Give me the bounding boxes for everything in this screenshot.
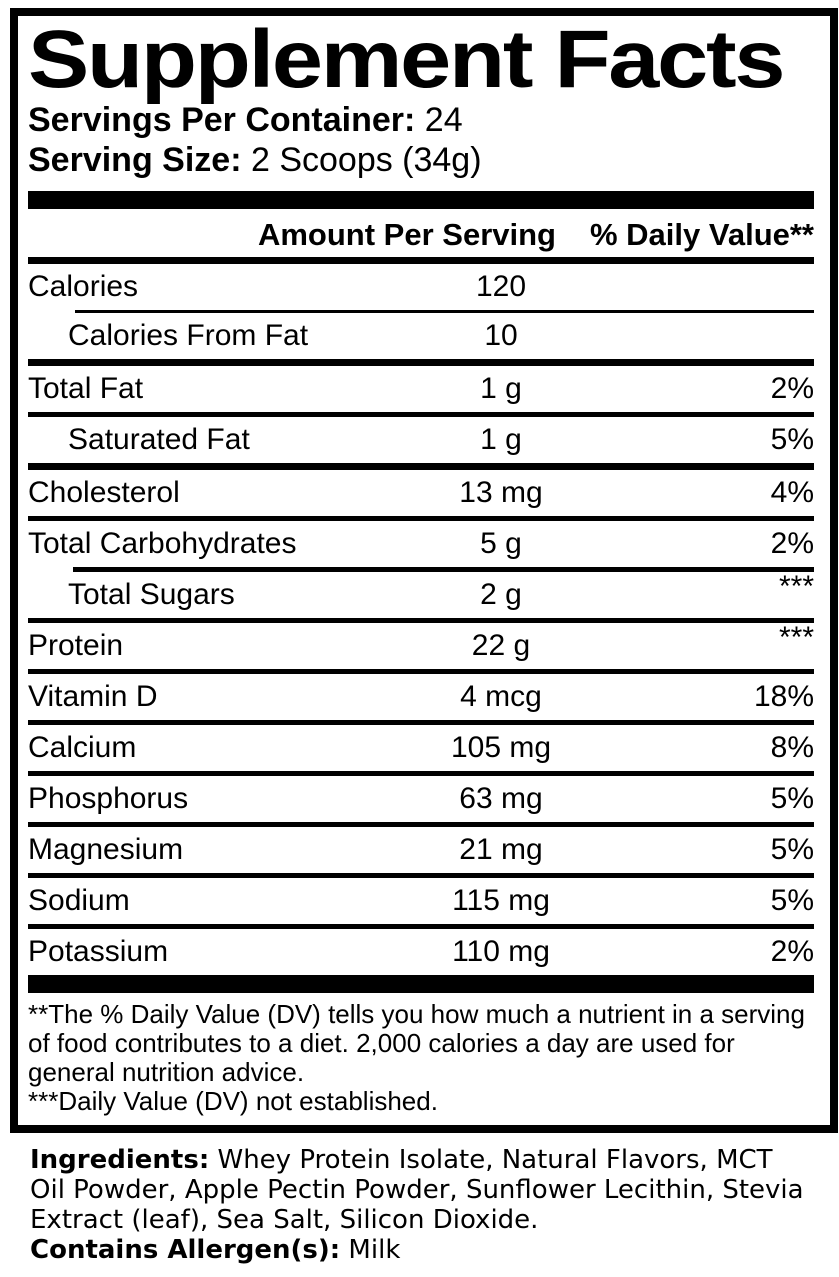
- nutrient-name: Cholesterol: [28, 475, 180, 509]
- row-rule: [73, 566, 814, 572]
- header-rule: [28, 256, 814, 264]
- nutrient-name: Magnesium: [28, 832, 184, 866]
- nutrient-amount: 1 g: [480, 422, 522, 456]
- nutrient-name: Total Fat: [28, 371, 144, 405]
- row-rule: [28, 923, 814, 929]
- nutrient-name: Calories: [28, 269, 139, 303]
- nutrient-row: Total Sugars 2 g ***: [28, 570, 814, 618]
- nutrient-amount: 22 g: [471, 628, 531, 662]
- nutrient-daily-value: 18%: [753, 679, 814, 713]
- servings-per-container-line: Servings Per Container: 24: [28, 100, 814, 140]
- nutrient-row: Phosphorus 63 mg 5%: [28, 776, 814, 822]
- nutrient-daily-value: 5%: [770, 422, 814, 456]
- not-established-stars: ***: [778, 620, 814, 654]
- allergen-value: Milk: [340, 1235, 401, 1266]
- bottom-divider-bar: [28, 974, 814, 993]
- servings-per-container-label: Servings Per Container:: [28, 101, 416, 140]
- not-established-footnote: ***Daily Value (DV) not established.: [28, 1085, 438, 1116]
- top-divider-bar: [28, 190, 814, 209]
- nutrient-daily-value: ***: [666, 570, 814, 612]
- nutrient-daily-value: 4%: [770, 475, 814, 509]
- row-rule: [28, 411, 814, 417]
- amount-per-serving-header: Amount Per Serving: [257, 216, 556, 252]
- nutrient-row: Cholesterol 13 mg 4%: [28, 470, 814, 516]
- nutrient-row: Magnesium 21 mg 5%: [28, 827, 814, 873]
- row-rule: [75, 309, 814, 313]
- nutrient-row: Protein 22 g ***: [28, 621, 814, 669]
- footnotes: **The % Daily Value (DV) tells you how m…: [28, 998, 814, 1116]
- nutrient-row: Total Carbohydrates 5 g 2%: [28, 521, 814, 567]
- row-rule: [28, 770, 814, 776]
- nutrient-name: Saturated Fat: [68, 422, 250, 456]
- row-rule: [28, 358, 814, 366]
- nutrient-amount: 105 mg: [450, 730, 552, 764]
- row-rule: [28, 821, 814, 827]
- nutrient-name: Potassium: [28, 934, 169, 968]
- nutrient-amount: 4 mcg: [460, 679, 542, 713]
- serving-size-label: Serving Size:: [28, 141, 242, 180]
- row-rule: [28, 668, 814, 674]
- row-rule: [28, 719, 814, 725]
- nutrient-amount: 2 g: [480, 577, 522, 611]
- nutrient-name: Protein: [28, 628, 124, 662]
- supplement-label-page: Supplement Facts Servings Per Container:…: [0, 8, 839, 1277]
- nutrient-name: Phosphorus: [28, 781, 189, 815]
- nutrient-daily-value: 2%: [770, 526, 814, 560]
- nutrient-amount: 110 mg: [452, 934, 550, 968]
- nutrient-amount: 10: [484, 318, 518, 352]
- nutrient-name: Calcium: [28, 730, 137, 764]
- nutrient-amount: 120: [475, 269, 527, 303]
- servings-per-container-value: 24: [415, 101, 463, 140]
- nutrient-daily-value: ***: [666, 621, 814, 663]
- nutrient-daily-value: 2%: [770, 371, 814, 405]
- supplement-facts-panel: Supplement Facts Servings Per Container:…: [10, 8, 838, 1133]
- nutrient-name: Total Carbohydrates: [28, 526, 297, 560]
- nutrient-name: Vitamin D: [28, 679, 158, 713]
- nutrient-amount: 21 mg: [459, 832, 543, 866]
- ingredients-label: Ingredients:: [30, 1145, 210, 1175]
- row-rule: [28, 462, 814, 470]
- nutrient-amount: 1 g: [480, 371, 522, 405]
- ingredients-line: Ingredients: Whey Protein Isolate, Natur…: [30, 1145, 810, 1235]
- row-rule: [28, 515, 814, 521]
- serving-size-value: 2 Scoops (34g): [241, 141, 482, 180]
- nutrient-amount: 13 mg: [459, 475, 543, 509]
- nutrient-daily-value: 5%: [770, 781, 814, 815]
- ingredients-section: Ingredients: Whey Protein Isolate, Natur…: [30, 1145, 810, 1266]
- nutrient-row: Total Fat 1 g 2%: [28, 366, 814, 412]
- allergen-line: Contains Allergen(s): Milk: [30, 1235, 810, 1265]
- nutrient-name: Sodium: [28, 883, 130, 917]
- facts-table-rows: Calories 120 Calories From Fat 10 Total Fat 1…: [28, 264, 814, 975]
- nutrient-row: Calcium 105 mg 8%: [28, 725, 814, 771]
- row-rule: [28, 872, 814, 878]
- nutrient-name: Total Sugars: [68, 577, 235, 611]
- daily-value-header: % Daily Value**: [589, 216, 814, 252]
- nutrient-amount: 115 mg: [452, 883, 550, 917]
- not-established-stars: ***: [778, 569, 814, 603]
- ingredients-text: Whey Protein Isolate, Natural Flavors, M…: [30, 1145, 804, 1236]
- nutrient-daily-value: 2%: [770, 934, 814, 968]
- serving-size-line: Serving Size: 2 Scoops (34g): [28, 140, 814, 180]
- allergen-label: Contains Allergen(s):: [30, 1235, 341, 1266]
- nutrient-row: Calories 120: [28, 264, 814, 310]
- nutrient-row: Vitamin D 4 mcg 18%: [28, 674, 814, 720]
- panel-title: Supplement Facts: [28, 14, 785, 105]
- table-header-row: Amount Per Serving % Daily Value**: [28, 209, 814, 257]
- nutrient-name: Calories From Fat: [68, 318, 309, 352]
- row-rule: [28, 617, 814, 623]
- nutrient-row: Calories From Fat 10: [28, 313, 814, 359]
- nutrient-daily-value: 5%: [770, 832, 814, 866]
- nutrient-row: Saturated Fat 1 g 5%: [28, 417, 814, 463]
- nutrient-row: Potassium 110 mg 2%: [28, 929, 814, 975]
- daily-value-footnote: **The % Daily Value (DV) tells you how m…: [28, 998, 805, 1087]
- nutrient-row: Sodium 115 mg 5%: [28, 878, 814, 924]
- nutrient-amount: 63 mg: [459, 781, 543, 815]
- nutrient-daily-value: 5%: [770, 883, 814, 917]
- nutrient-amount: 5 g: [480, 526, 522, 560]
- nutrient-daily-value: 8%: [770, 730, 814, 764]
